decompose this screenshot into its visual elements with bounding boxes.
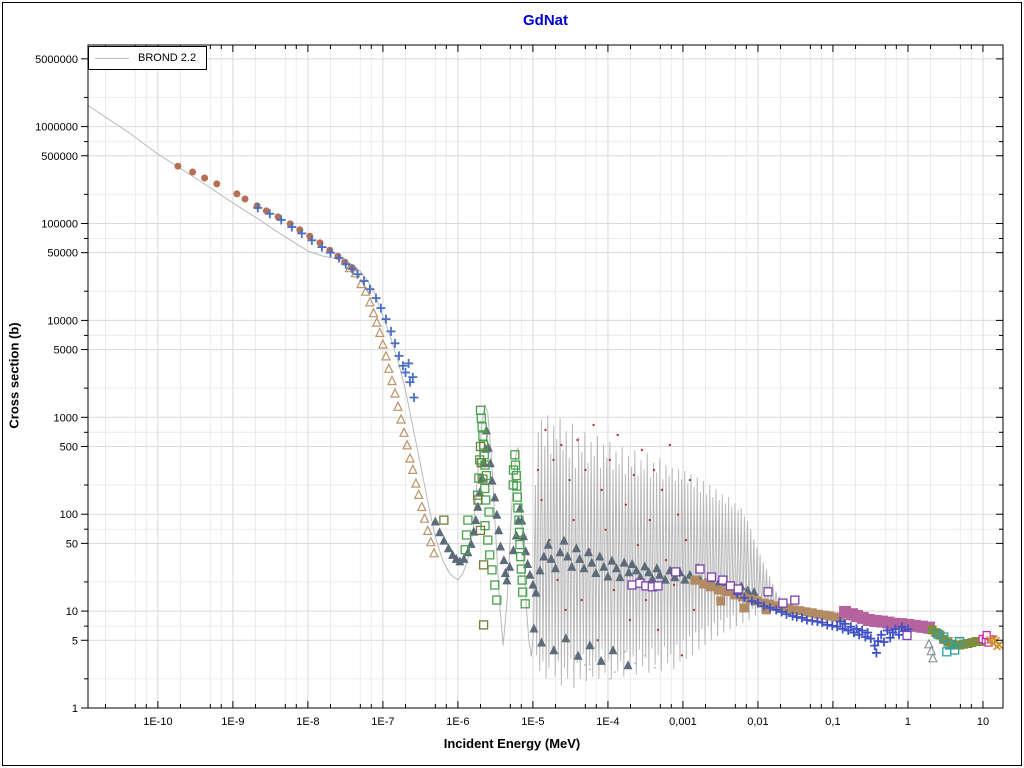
- x-tick-label: 1: [905, 716, 911, 728]
- scatter-series-exp-squares-purple-x[interactable]: [627, 564, 912, 641]
- x-tick-label: 1E-5: [521, 716, 544, 728]
- scatter-series-exp-squares-teal[interactable]: [933, 629, 965, 657]
- scatter-series-exp-squares-green[interactable]: [460, 405, 530, 609]
- scatter-series-exp-squares-tan[interactable]: [690, 575, 846, 623]
- scatter-series-exp-circles-sienna[interactable]: [174, 162, 356, 272]
- y-tick-label: 50000: [47, 248, 78, 260]
- y-tick-label: 500000: [41, 151, 78, 163]
- scatter-series-exp-plus-blue[interactable]: [253, 203, 419, 402]
- y-tick-label: 100000: [41, 218, 78, 230]
- x-tick-label: 10: [977, 716, 989, 728]
- legend-item-label: BROND 2.2: [138, 52, 197, 64]
- plot-border: [87, 44, 1004, 709]
- scatter-series-exp-triangles-gray-open[interactable]: [923, 638, 938, 663]
- y-tick-label: 1000: [54, 412, 78, 424]
- chart-title: GdNat: [523, 12, 568, 29]
- x-tick-label: 1E-7: [371, 716, 394, 728]
- x-tick-label: 0,1: [825, 716, 840, 728]
- y-axis-label: Cross section (b): [6, 322, 22, 429]
- y-tick-label: 5000: [54, 345, 78, 357]
- y-tick-label: 100: [60, 509, 78, 521]
- x-tick-label: 0,01: [747, 716, 768, 728]
- x-tick-label: 1E-9: [221, 716, 244, 728]
- scatter-series-exp-x-orange[interactable]: [985, 634, 1004, 651]
- scatter-series-exp-squares-olive[interactable]: [439, 441, 489, 630]
- scatter-series-exp-triangles-tan[interactable]: [344, 262, 439, 558]
- x-tick-label: 1E-8: [296, 716, 319, 728]
- y-tick-label: 1000000: [35, 122, 78, 134]
- legend-line-sample-icon: [95, 57, 129, 59]
- y-tick-label: 5: [72, 635, 78, 647]
- x-tick-label: 1E-4: [596, 716, 619, 728]
- scatter-series-exp-dots-red[interactable]: [536, 423, 700, 657]
- line-series-brond[interactable]: [87, 105, 1004, 689]
- x-tick-label: 0,001: [669, 716, 697, 728]
- x-axis-label: Incident Energy (MeV): [443, 736, 581, 751]
- y-tick-label: 10000: [47, 315, 78, 327]
- y-tick-label: 50: [66, 538, 78, 550]
- y-tick-label: 500: [60, 441, 78, 453]
- y-tick-label: 1: [72, 703, 78, 715]
- y-tick-label: 10: [66, 606, 78, 618]
- legend[interactable]: BROND 2.2: [88, 46, 208, 70]
- x-tick-label: 1E-6: [446, 716, 469, 728]
- x-tick-label: 1E-10: [143, 716, 172, 728]
- y-tick-label: 5000000: [35, 54, 78, 66]
